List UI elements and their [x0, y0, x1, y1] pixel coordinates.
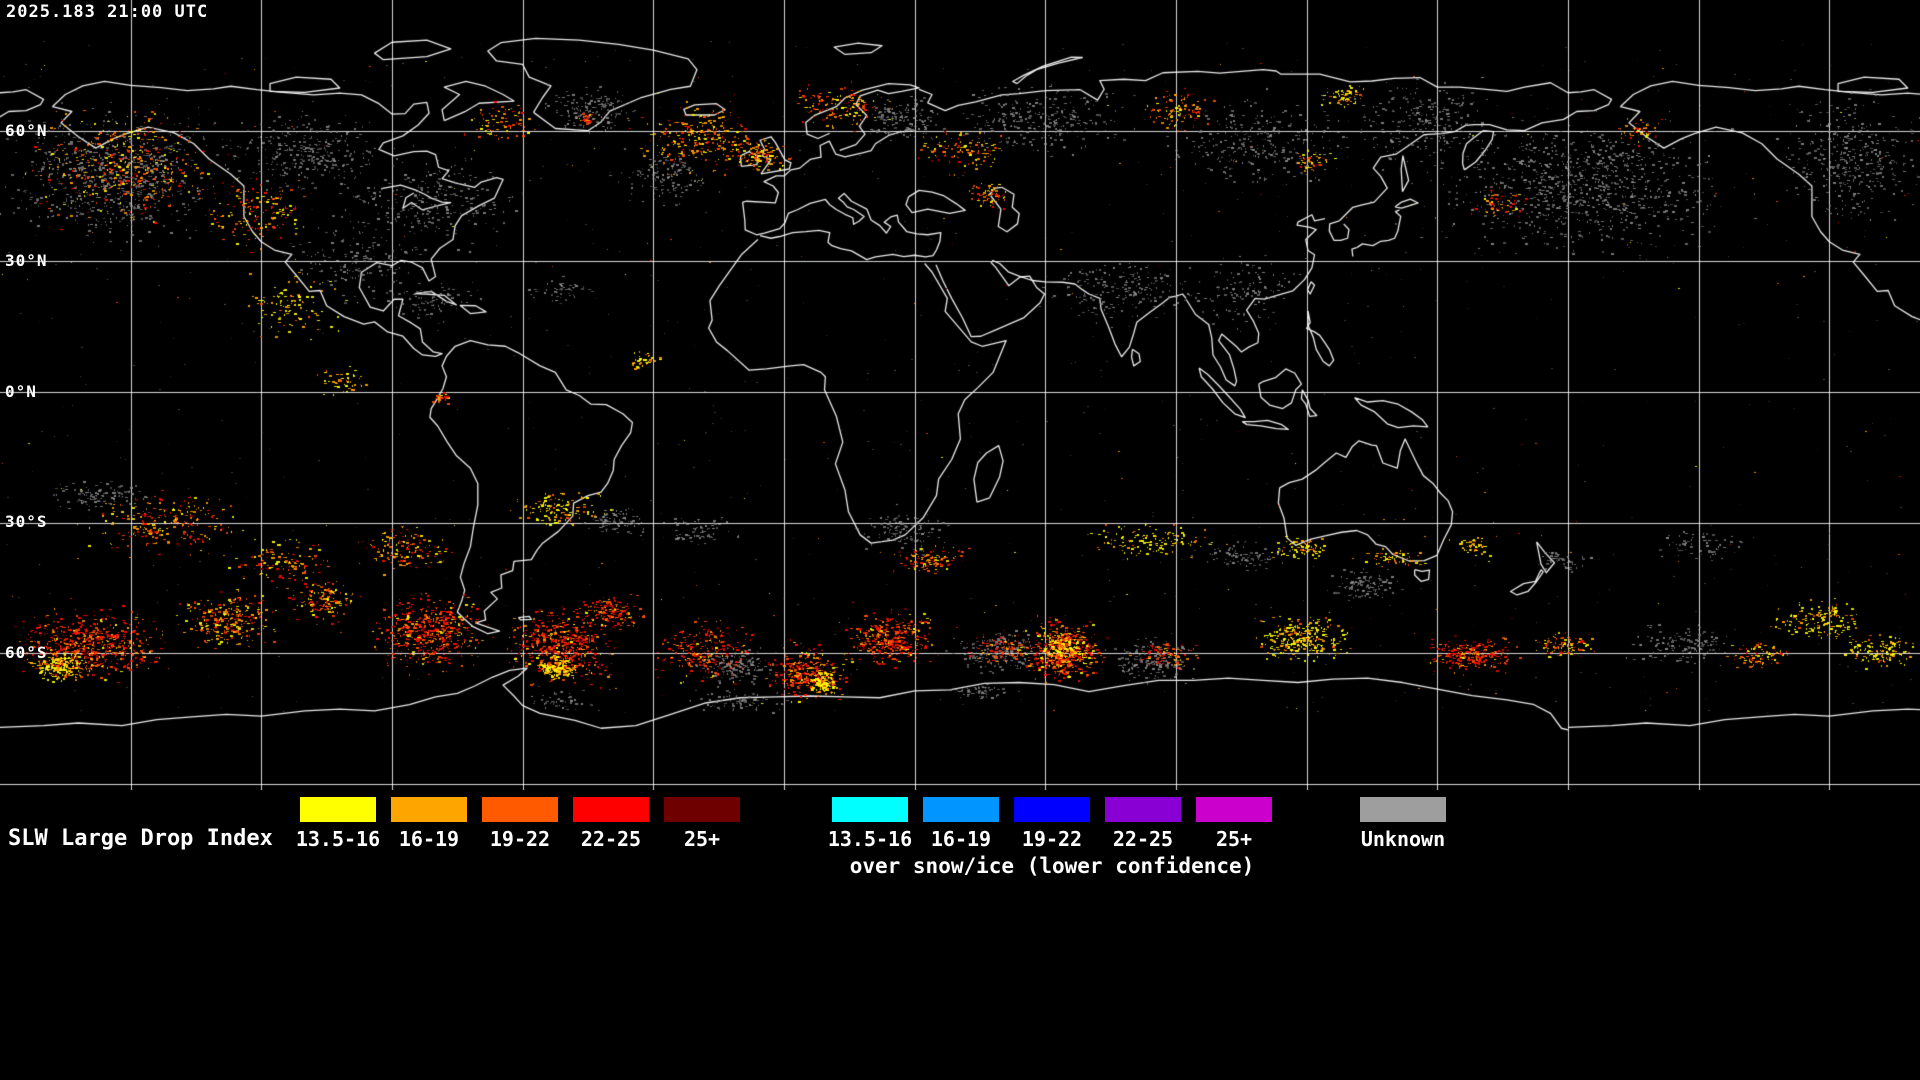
legend-snow-label-19-22: 19-22 — [1021, 827, 1083, 851]
legend-unknown-label: Unknown — [1360, 827, 1446, 851]
legend-unknown-swatch — [1360, 797, 1446, 822]
legend-snow-label-25plus: 25+ — [1215, 827, 1253, 851]
lat-label-30s: 30°S — [5, 512, 48, 531]
world-map-canvas — [0, 0, 1920, 790]
legend-snow-label-13-16: 13.5-16 — [827, 827, 913, 851]
legend-snow-swatch-16-19 — [923, 797, 999, 822]
lat-label-30n: 30°N — [5, 251, 48, 270]
legend-swatch-19-22 — [482, 797, 558, 822]
legend-label-16-19: 16-19 — [398, 827, 460, 851]
legend-title: SLW Large Drop Index — [8, 826, 273, 851]
legend: SLW Large Drop Index 13.5-16 16-19 19-22… — [0, 790, 1920, 1080]
legend-label-22-25: 22-25 — [580, 827, 642, 851]
legend-label-13-16: 13.5-16 — [295, 827, 381, 851]
lat-label-60s: 60°S — [5, 643, 48, 662]
world-map: 2025.183 21:00 UTC 60°N 30°N 0°N 30°S 60… — [0, 0, 1920, 790]
legend-snow-label-22-25: 22-25 — [1112, 827, 1174, 851]
legend-snow-swatch-25plus — [1196, 797, 1272, 822]
legend-swatch-25plus — [664, 797, 740, 822]
legend-swatch-22-25 — [573, 797, 649, 822]
snow-ice-caption: over snow/ice (lower confidence) — [849, 854, 1255, 878]
timestamp: 2025.183 21:00 UTC — [6, 2, 209, 22]
legend-swatch-16-19 — [391, 797, 467, 822]
legend-snow-swatch-19-22 — [1014, 797, 1090, 822]
legend-snow-swatch-22-25 — [1105, 797, 1181, 822]
lat-label-0n: 0°N — [5, 382, 37, 401]
legend-snow-label-16-19: 16-19 — [930, 827, 992, 851]
legend-swatch-13-16 — [300, 797, 376, 822]
legend-snow-swatch-13-16 — [832, 797, 908, 822]
lat-label-60n: 60°N — [5, 121, 48, 140]
legend-label-19-22: 19-22 — [489, 827, 551, 851]
legend-label-25plus: 25+ — [683, 827, 721, 851]
